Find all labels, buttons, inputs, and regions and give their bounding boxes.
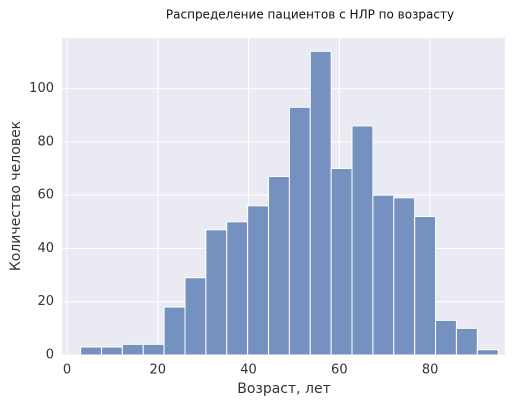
- x-axis-label: Возраст, лет: [237, 381, 331, 397]
- x-tick-label: 20: [149, 363, 166, 378]
- bar: [476, 349, 499, 356]
- bar: [455, 327, 478, 356]
- bar: [268, 176, 290, 356]
- y-tick-label: 100: [29, 81, 54, 96]
- bar: [100, 346, 123, 356]
- y-tick-label: 40: [37, 241, 54, 256]
- bar: [226, 221, 249, 356]
- bar: [247, 205, 270, 356]
- bar: [288, 106, 311, 356]
- bar: [414, 215, 437, 356]
- bar: [330, 168, 353, 356]
- bar: [351, 125, 374, 356]
- bar: [435, 319, 457, 356]
- bar: [205, 229, 228, 356]
- bar: [142, 343, 165, 356]
- x-tick-label: 60: [331, 363, 348, 378]
- x-tick-label: 0: [63, 363, 71, 378]
- y-tick-label: 60: [37, 188, 54, 203]
- bar: [163, 306, 186, 356]
- y-tick-label: 0: [46, 348, 54, 363]
- bar: [372, 194, 395, 356]
- bar: [80, 346, 102, 356]
- x-tick-label: 40: [240, 363, 257, 378]
- y-tick-label: 80: [37, 134, 54, 149]
- y-axis-label: Количество человек: [8, 121, 24, 271]
- x-tick-label: 80: [422, 363, 439, 378]
- bar: [393, 197, 416, 356]
- y-tick-label: 20: [37, 294, 54, 309]
- bar: [309, 50, 332, 356]
- bar: [184, 277, 207, 356]
- bar: [121, 343, 144, 356]
- chart-title: Распределение пациентов с НЛР по возраст…: [166, 8, 454, 22]
